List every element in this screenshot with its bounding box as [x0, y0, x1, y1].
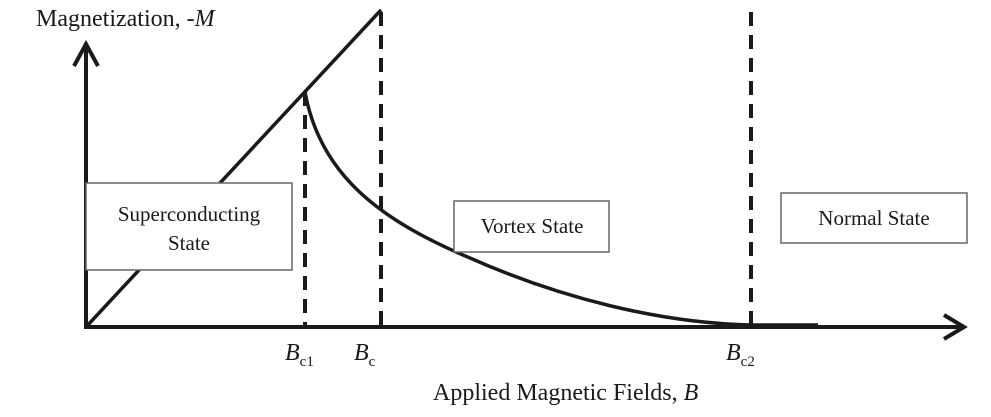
tick-label-bc: Bc [354, 340, 376, 370]
tick-label-bc2: Bc2 [726, 340, 755, 370]
superconducting-label-line1: Superconducting [118, 202, 261, 226]
normal-state-label: Normal State [818, 206, 929, 230]
normal-state-box: Normal State [781, 193, 967, 243]
y-axis-title: Magnetization, -M [36, 6, 217, 32]
x-axis-title: Applied Magnetic Fields, B [433, 380, 699, 406]
tick-label-bc1: Bc1 [285, 340, 314, 370]
superconducting-state-box: Superconducting State [86, 183, 292, 270]
vortex-state-label: Vortex State [481, 214, 584, 238]
superconducting-label-line2: State [168, 231, 210, 255]
vortex-state-box: Vortex State [454, 201, 609, 252]
